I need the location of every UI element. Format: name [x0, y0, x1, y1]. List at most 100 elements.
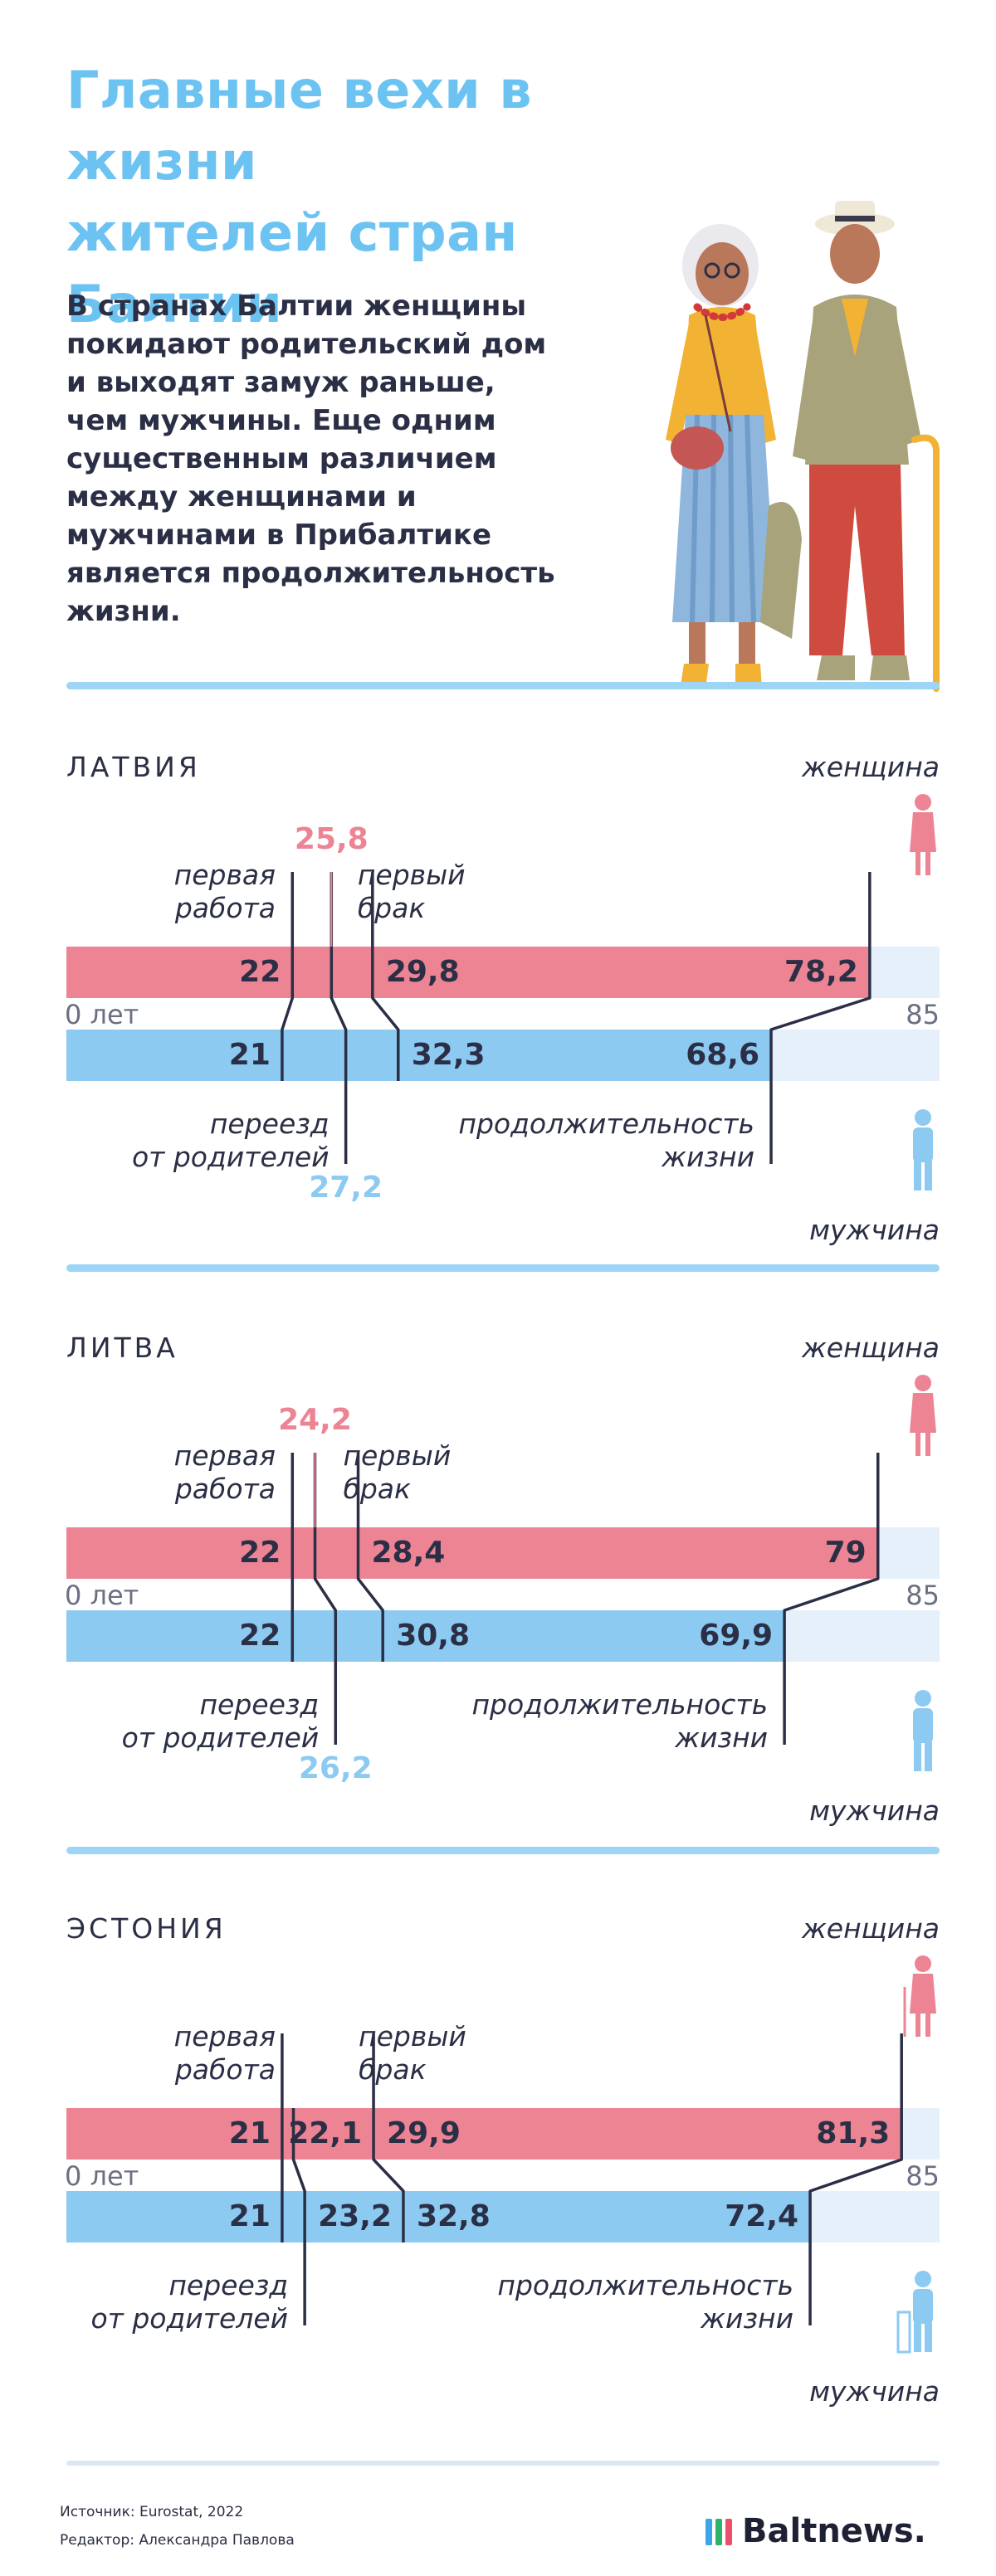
axis-min-label: 0 лет	[65, 1580, 139, 1611]
legend-female: женщина	[802, 1332, 940, 1364]
label-life-expectancy-line: жизни	[675, 1721, 769, 1754]
label-life-expectancy-line: продолжительность	[471, 1688, 769, 1721]
label-life-expectancy: продолжительность жизни	[349, 1108, 754, 1174]
label-first-marriage: первый брак	[358, 859, 466, 925]
value-male-first-marriage: 32,3	[411, 1038, 486, 1072]
intro-line: и выходят замуж раньше,	[66, 366, 496, 399]
axis-min-label: 0 лет	[65, 999, 139, 1030]
elderly-man-with-walker-icon	[896, 2271, 933, 2354]
country-title: ЛИТВА	[66, 1332, 178, 1364]
axis-min-label: 0 лет	[65, 2160, 139, 2192]
intro-line: В странах Балтии женщины	[66, 290, 527, 323]
marker-life-expectancy	[769, 872, 872, 1164]
bar-female-life	[66, 2108, 902, 2160]
editor-note: Редактор: Александра Павлова	[60, 2532, 295, 2549]
divider	[66, 2461, 940, 2466]
label-first-job-line: работа	[174, 892, 276, 924]
bar-male-life	[66, 1610, 785, 1662]
label-life-expectancy-line: продолжительность	[497, 2269, 794, 2301]
legend-female: женщина	[802, 751, 940, 783]
country-title: ЭСТОНИЯ	[66, 1912, 227, 1945]
bar-male-life	[66, 2191, 811, 2242]
legend-male: мужчина	[809, 1214, 940, 1246]
elderly-couple-illustration	[666, 201, 940, 692]
label-first-marriage-line: брак	[357, 892, 426, 924]
divider	[66, 1847, 940, 1854]
value-male-life-expectancy: 69,9	[699, 1619, 774, 1653]
axis-max-label: 85	[906, 2160, 940, 2192]
label-move-out-line: от родителей	[90, 2302, 289, 2335]
marker-first-marriage	[371, 872, 400, 1081]
label-first-job-line: первая	[173, 859, 276, 891]
marker-first-marriage	[356, 1453, 384, 1662]
label-first-job-line: работа	[174, 1473, 276, 1505]
label-move-out-line: от родителей	[131, 1141, 330, 1173]
label-first-marriage: первый брак	[343, 1439, 451, 1506]
label-first-marriage-line: первый	[357, 859, 466, 891]
value-female-first-job: 21	[228, 2116, 271, 2150]
marker-move-out	[291, 2108, 306, 2325]
milestone-chart	[66, 1375, 940, 1771]
title-line-1: Главные вехи в жизни	[66, 60, 533, 192]
label-first-marriage-line: брак	[359, 2053, 427, 2086]
marker-life-expectancy	[783, 1453, 880, 1745]
label-life-expectancy-line: продолжительность	[458, 1108, 755, 1140]
intro-text: В странах Балтии женщины покидают родите…	[66, 287, 598, 631]
value-female-life-expectancy: 81,3	[816, 2116, 891, 2150]
callout-female-move-out: 25,8	[294, 822, 369, 856]
intro-line: жизни.	[66, 595, 181, 628]
intro-line: между женщинами и	[66, 480, 417, 514]
bar-female-life	[66, 947, 870, 998]
value-male-first-marriage: 32,8	[416, 2199, 491, 2233]
value-female-first-job: 22	[239, 955, 281, 989]
label-move-out-line: переезд	[168, 2269, 289, 2301]
divider	[66, 1264, 940, 1272]
value-female-life-expectancy: 79	[824, 1536, 867, 1570]
axis-max-label: 85	[906, 1580, 940, 1611]
marker-first-marriage	[372, 2033, 405, 2242]
country-title: ЛАТВИЯ	[66, 751, 201, 783]
intro-line: существенным различием	[66, 442, 497, 475]
man-icon	[913, 1109, 933, 1191]
bar-male-life	[66, 1030, 772, 1081]
label-first-job: первая работа	[100, 1439, 276, 1506]
marker-move-out	[330, 872, 348, 1164]
callout-female-move-out: 24,2	[278, 1403, 352, 1437]
label-first-job: первая работа	[100, 859, 276, 925]
legend-female: женщина	[802, 1912, 940, 1945]
label-move-out: переезд от родителей	[50, 1108, 330, 1174]
label-life-expectancy: продолжительность жизни	[349, 2269, 793, 2335]
man-icon	[913, 1690, 933, 1771]
marker-first-job	[281, 872, 295, 1081]
value-female-move-out: 22,1	[288, 2116, 363, 2150]
label-move-out: переезд от родителей	[50, 2269, 288, 2335]
label-move-out-line: переезд	[199, 1688, 320, 1721]
callout-male-move-out: 26,2	[298, 1751, 373, 1785]
label-first-marriage-line: первый	[359, 2020, 466, 2053]
divider	[66, 682, 940, 689]
value-male-life-expectancy: 68,6	[686, 1038, 760, 1072]
woman-icon	[910, 794, 936, 875]
callout-male-move-out: 27,2	[309, 1171, 383, 1205]
intro-line: чем мужчины. Еще одним	[66, 404, 496, 437]
milestone-chart	[66, 794, 940, 1191]
value-male-first-marriage: 30,8	[396, 1619, 471, 1653]
intro-line: мужчинами в Прибалтике	[66, 519, 492, 552]
value-male-first-job: 21	[228, 1038, 271, 1072]
intro-line: является продолжительность	[66, 557, 555, 590]
label-first-marriage-line: первый	[343, 1439, 452, 1472]
value-female-first-marriage: 29,9	[387, 2116, 461, 2150]
intro-line: покидают родительский дом	[66, 328, 547, 361]
label-life-expectancy: продолжительность жизни	[349, 1688, 768, 1755]
label-move-out: переезд от родителей	[50, 1688, 320, 1755]
legend-male: мужчина	[809, 1794, 940, 1827]
value-male-first-job: 22	[239, 1619, 281, 1653]
value-female-first-marriage: 28,4	[371, 1536, 446, 1570]
label-first-job-line: первая	[173, 1439, 276, 1472]
value-female-first-job: 22	[239, 1536, 281, 1570]
source-note: Источник: Eurostat, 2022	[60, 2504, 244, 2520]
label-life-expectancy-line: жизни	[701, 2302, 794, 2335]
value-female-life-expectancy: 78,2	[784, 955, 858, 989]
woman-icon	[910, 1375, 936, 1456]
legend-male: мужчина	[809, 2375, 940, 2408]
